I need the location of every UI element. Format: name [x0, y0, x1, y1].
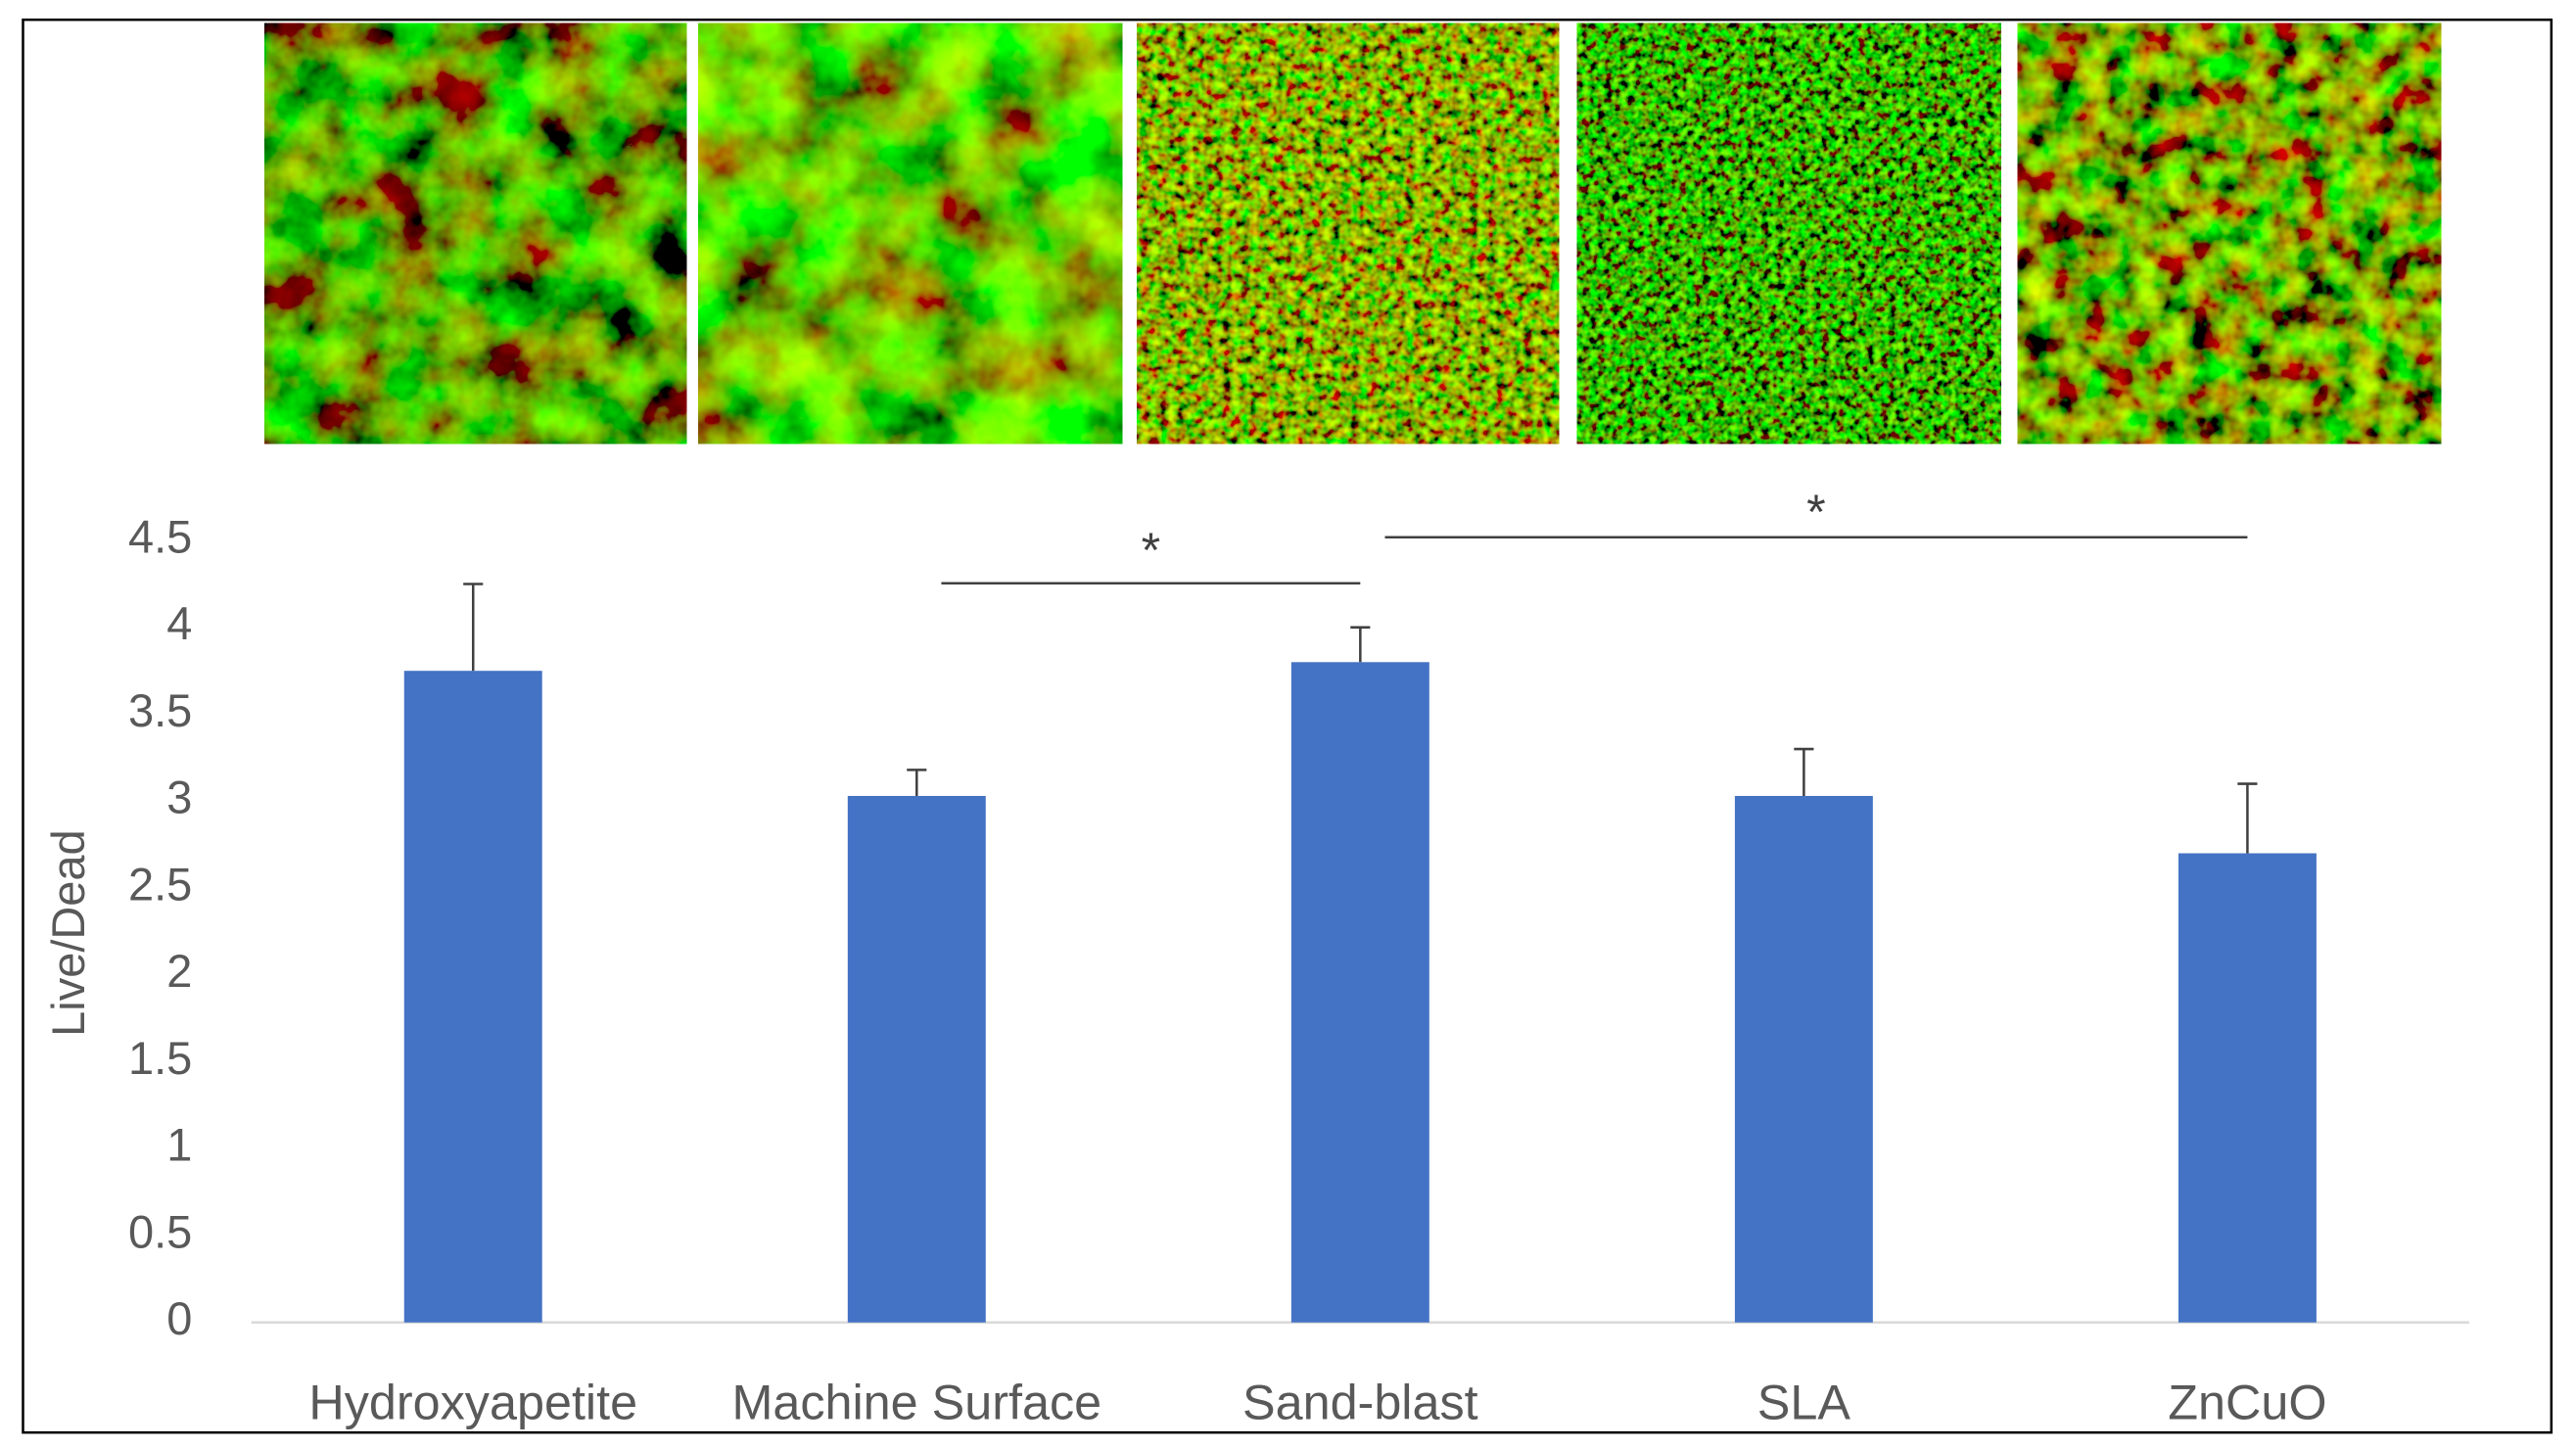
- y-tick-label: 1: [166, 1119, 192, 1171]
- y-tick-label: 3: [166, 771, 192, 823]
- y-tick-label: 1.5: [128, 1032, 192, 1084]
- y-tick-label: 4.5: [128, 510, 192, 562]
- y-tick-label: 0: [166, 1292, 192, 1344]
- x-tick-label: Hydroxyapetite: [308, 1375, 637, 1430]
- bar: [2178, 853, 2317, 1323]
- micrograph: [264, 23, 687, 444]
- micrograph: [1137, 23, 1560, 444]
- y-tick-label: 2: [166, 945, 192, 997]
- bar: [403, 671, 542, 1323]
- micrograph: [1576, 23, 2001, 444]
- significance-label: *: [1806, 484, 1826, 539]
- y-tick-label: 0.5: [128, 1205, 192, 1257]
- y-tick-label: 4: [166, 597, 192, 649]
- micrograph: [698, 23, 1123, 444]
- significance-label: *: [1142, 522, 1161, 578]
- micrograph: [2017, 23, 2442, 444]
- y-tick-label: 3.5: [128, 684, 192, 736]
- bar: [1290, 662, 1429, 1323]
- y-axis-label: Live/Dead: [42, 829, 94, 1037]
- bar: [847, 795, 986, 1323]
- y-tick-label: 2.5: [128, 858, 192, 910]
- x-tick-label: Sand-blast: [1242, 1375, 1478, 1430]
- x-tick-label: SLA: [1757, 1375, 1851, 1430]
- x-tick-label: ZnCuO: [2168, 1375, 2326, 1430]
- x-tick-label: Machine Surface: [731, 1375, 1101, 1430]
- bar: [1734, 795, 1873, 1323]
